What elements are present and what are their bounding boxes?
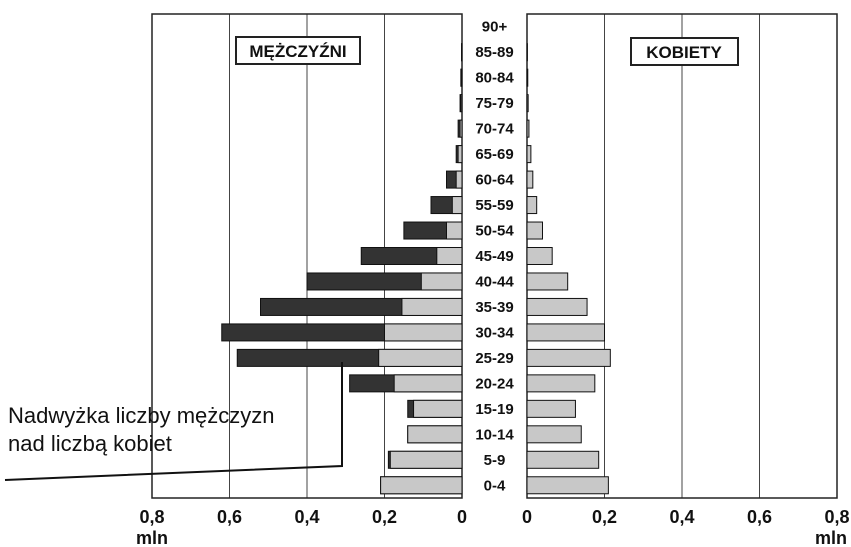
bar-male-matched-15-19 bbox=[413, 399, 463, 418]
bar-male-matched-20-24 bbox=[393, 374, 463, 393]
age-label-45-49: 45-49 bbox=[475, 248, 513, 265]
excess-annotation-line2: nad liczbą kobiet bbox=[8, 431, 172, 456]
right-panel-label: KOBIETY bbox=[646, 43, 722, 62]
bar-female-70-74 bbox=[526, 119, 530, 138]
bar-female-25-29 bbox=[526, 348, 611, 367]
bar-female-5-9 bbox=[526, 450, 600, 469]
age-label-0-4: 0-4 bbox=[484, 477, 506, 494]
grid-lines bbox=[229, 14, 760, 498]
bar-female-30-34 bbox=[526, 323, 605, 342]
age-label-90+: 90+ bbox=[482, 19, 508, 36]
x-tick-label: 0,2 bbox=[372, 507, 397, 527]
x-tick-labels: 0,8 0,6 0,4 0,2 0 0 0,2 0,4 0,6 0,8 bbox=[139, 507, 849, 527]
annotation-leader-line bbox=[4, 362, 343, 481]
bar-male-matched-70-74 bbox=[459, 119, 463, 138]
bar-male-matched-5-9 bbox=[389, 450, 463, 469]
bar-female-80-84 bbox=[526, 68, 529, 87]
x-tick-label: 0,4 bbox=[669, 507, 694, 527]
age-label-25-29: 25-29 bbox=[475, 350, 513, 367]
x-tick-label: 0,4 bbox=[294, 507, 319, 527]
excess-annotation: Nadwyżka liczby mężczyzn nad liczbą kobi… bbox=[8, 402, 275, 458]
excess-annotation-line1: Nadwyżka liczby mężczyzn bbox=[8, 403, 275, 428]
age-label-65-69: 65-69 bbox=[475, 146, 513, 163]
left-panel-label-box bbox=[235, 36, 361, 65]
age-label-5-9: 5-9 bbox=[484, 452, 506, 469]
bar-female-15-19 bbox=[526, 399, 576, 418]
age-label-55-59: 55-59 bbox=[475, 197, 513, 214]
age-labels: 0-4 5-9 10-14 15-19 20-24 25-29 30-34 35-39 40-4… bbox=[475, 19, 514, 495]
age-label-85-89: 85-89 bbox=[475, 44, 513, 61]
left-panel-label: MĘŻCZYŹNI bbox=[249, 42, 346, 61]
x-tick-label: 0,8 bbox=[824, 507, 849, 527]
x-tick-label: 0,6 bbox=[747, 507, 772, 527]
bar-female-55-59 bbox=[526, 196, 538, 215]
x-tick-label: 0 bbox=[457, 507, 467, 527]
bar-male-matched-55-59 bbox=[451, 196, 463, 215]
x-tick-label: 0,8 bbox=[139, 507, 164, 527]
age-label-15-19: 15-19 bbox=[475, 401, 513, 418]
x-tick-label: 0,2 bbox=[592, 507, 617, 527]
x-tick-label: 0 bbox=[522, 507, 532, 527]
bar-male-matched-75-79 bbox=[460, 94, 463, 113]
bar-male-matched-30-34 bbox=[384, 323, 463, 342]
bar-male-matched-45-49 bbox=[436, 247, 463, 265]
unit-label-left: mln bbox=[136, 528, 168, 547]
bar-female-40-44 bbox=[526, 272, 569, 291]
bar-male-matched-65-69 bbox=[457, 145, 463, 164]
bar-male-matched-80-84 bbox=[460, 68, 463, 87]
bar-male-matched-40-44 bbox=[420, 272, 463, 291]
age-label-50-54: 50-54 bbox=[475, 223, 514, 240]
bar-female-20-24 bbox=[526, 374, 596, 393]
bar-female-60-64 bbox=[526, 170, 534, 189]
age-label-20-24: 20-24 bbox=[475, 375, 514, 392]
bar-female-45-49 bbox=[526, 247, 553, 265]
bar-male-matched-60-64 bbox=[455, 170, 463, 189]
age-label-35-39: 35-39 bbox=[475, 299, 513, 316]
age-label-80-84: 80-84 bbox=[475, 70, 514, 87]
bar-female-0-4 bbox=[526, 476, 609, 495]
age-label-60-64: 60-64 bbox=[475, 172, 514, 189]
bar-female-35-39 bbox=[526, 297, 588, 316]
unit-label-right: mln bbox=[815, 528, 847, 547]
age-label-10-14: 10-14 bbox=[475, 426, 514, 443]
right-panel-label-box bbox=[630, 37, 739, 66]
bar-female-65-69 bbox=[526, 145, 532, 164]
age-label-70-74: 70-74 bbox=[475, 121, 514, 138]
age-label-75-79: 75-79 bbox=[475, 95, 513, 112]
bar-female-10-14 bbox=[526, 425, 582, 444]
bar-male-matched-0-4 bbox=[380, 476, 463, 495]
age-label-30-34: 30-34 bbox=[475, 324, 514, 341]
age-label-40-44: 40-44 bbox=[475, 273, 514, 290]
bar-male-matched-50-54 bbox=[446, 221, 463, 240]
bars bbox=[221, 43, 611, 495]
bar-male-matched-35-39 bbox=[401, 297, 463, 316]
bar-male-matched-25-29 bbox=[378, 348, 463, 367]
x-tick-label: 0,6 bbox=[217, 507, 242, 527]
bar-male-matched-10-14 bbox=[407, 425, 463, 444]
bar-female-50-54 bbox=[526, 221, 543, 240]
bar-female-75-79 bbox=[526, 94, 529, 113]
